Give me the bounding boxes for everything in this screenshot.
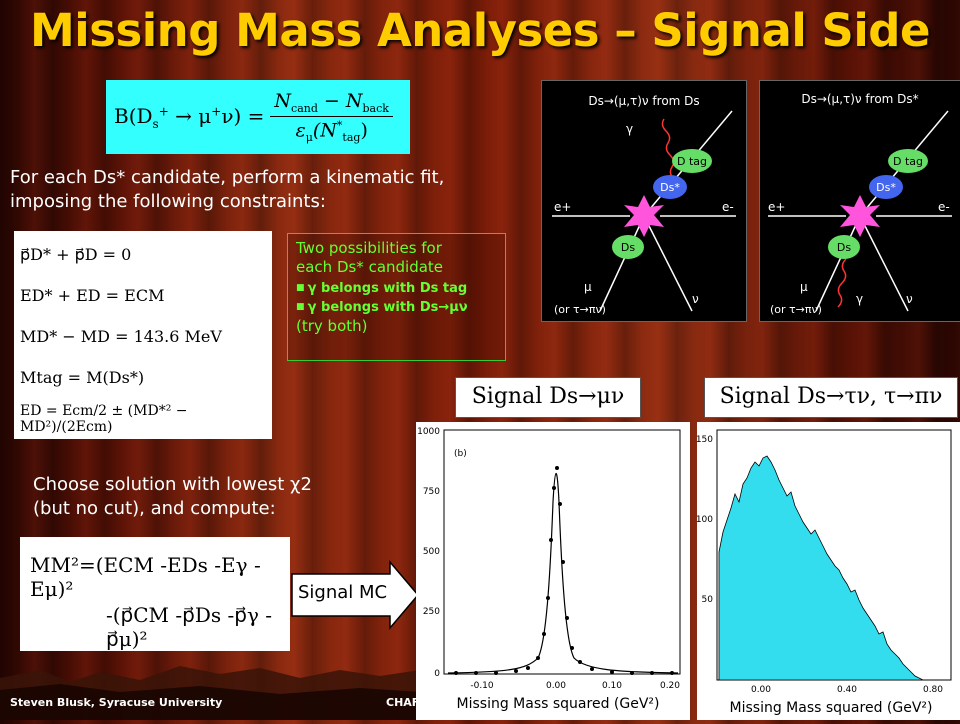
slide-title: Missing Mass Analyses – Signal Side	[29, 4, 931, 57]
branching-fraction-formula: B(Ds+ → μ+ν) = Ncand − Nback εμ(N*tag)	[106, 80, 410, 154]
histogram	[718, 455, 924, 681]
dsstar-blob	[869, 175, 903, 199]
constraint-energy: ED* + ED = ECM	[20, 286, 165, 305]
diagram-from-ds-svg: Ds→(μ,τ)ν from Ds e+ e- D tag Ds* Ds γ μ…	[552, 94, 736, 316]
diagram-from-dsstar-svg: Ds→(μ,τ)ν from Ds* e+ e- D tag Ds* Ds γ …	[768, 92, 952, 316]
diagram-title: Ds→(μ,τ)ν from Ds	[588, 94, 699, 108]
ytick-label: 50	[702, 595, 714, 605]
ytick-label: 150	[697, 435, 713, 445]
intro-line-2: imposing the following constraints:	[10, 191, 326, 212]
choose-text: Choose solution with lowest χ2 (but no c…	[33, 473, 413, 521]
constraint-momentum: p⃗D* + p⃗D = 0	[20, 245, 132, 264]
gamma-label: γ	[856, 292, 863, 306]
dtag-blob	[888, 149, 928, 173]
footer-conference: CHAF	[386, 696, 420, 709]
missing-mass-formula: MM²=(ECM -EDs -Eγ -Eμ)² -(p⃗CM -p⃗Ds -p⃗…	[20, 537, 290, 651]
diagram-from-dsstar: Ds→(μ,τ)ν from Ds* e+ e- D tag Ds* Ds γ …	[759, 80, 960, 322]
nu-label: ν	[906, 292, 913, 306]
xtick-label: 0.40	[837, 685, 857, 695]
missing-mass-line-2: -(p⃗CM -p⃗Ds -p⃗γ -p⃗μ)²	[106, 603, 273, 651]
panel-label: (b)	[454, 449, 467, 459]
ds-label: Ds	[621, 241, 635, 254]
ds-label: Ds	[837, 241, 851, 254]
mountain-silhouette	[0, 666, 420, 720]
plot-tau-nu-svg: 150 100 50 0.00 0.40 0.80 Missing Mass s…	[696, 429, 952, 716]
eminus-label: e-	[938, 200, 950, 214]
signal-mc-label: Signal MC	[298, 582, 388, 603]
ytick-label: 100	[697, 515, 713, 525]
choose-line-1: Choose solution with lowest χ2	[33, 474, 312, 495]
ytick-label: 250	[423, 607, 440, 617]
ytick-label: 1000	[417, 427, 440, 437]
constraint-mass-difference: MD* − MD = 143.6 MeV	[20, 327, 222, 346]
possibilities-box: Two possibilities for each Ds* candidate…	[287, 233, 506, 361]
constraints-box: p⃗D* + p⃗D = 0 ED* + ED = ECM MD* − MD =…	[14, 231, 272, 439]
ds-blob	[828, 235, 860, 259]
signal-tau-nu-label: Signal Ds→τν, τ→πν	[704, 377, 958, 418]
x-ticks: 0.00 0.40 0.80	[751, 685, 943, 695]
formula-lhs: B(Ds+ → μ+ν) =	[114, 103, 265, 131]
mu-label: μ	[800, 280, 808, 294]
plot-mu-nu: (b) 1000 750 500 250 0 -0.10 0.00 0.10 0…	[416, 422, 690, 720]
dtag-label: D tag	[677, 155, 707, 168]
missing-mass-line-1: MM²=(ECM -EDs -Eγ -Eμ)²	[30, 553, 261, 601]
ds-blob	[612, 235, 644, 259]
x-ticks: -0.10 0.00 0.10 0.20	[470, 681, 680, 691]
eplus-label: e+	[768, 200, 785, 214]
fit-curve	[447, 473, 679, 674]
possibilities-list: γ belongs with Ds tag γ belongs with Ds→…	[296, 279, 497, 317]
eminus-label: e-	[722, 200, 734, 214]
dsstar-label: Ds*	[876, 181, 896, 194]
data-points	[454, 466, 674, 675]
dtag-label: D tag	[893, 155, 923, 168]
or-tau-label: (or τ→πν)	[770, 303, 822, 316]
formula-fraction: Ncand − Nback εμ(N*tag)	[270, 90, 393, 144]
xtick-label: 0.00	[546, 681, 566, 691]
mu-label: μ	[584, 280, 592, 294]
ytick-label: 500	[423, 547, 440, 557]
choose-line-2: (but no cut), and compute:	[33, 498, 276, 519]
plot-mu-nu-svg: (b) 1000 750 500 250 0 -0.10 0.00 0.10 0…	[417, 427, 681, 712]
x-axis-label: Missing Mass squared (GeV²)	[457, 696, 660, 712]
x-axis-label: Missing Mass squared (GeV²)	[730, 700, 933, 716]
diagram-title: Ds→(μ,τ)ν from Ds*	[801, 92, 918, 106]
dsstar-blob	[653, 175, 687, 199]
xtick-label: 0.00	[751, 685, 771, 695]
signal-mc-arrow-icon	[291, 560, 419, 630]
possibility-item: γ belongs with Ds→μν	[296, 298, 497, 317]
ytick-label: 0	[434, 669, 440, 679]
gamma-label: γ	[626, 122, 633, 136]
xtick-label: 0.20	[660, 681, 680, 691]
dsstar-label: Ds*	[660, 181, 680, 194]
interaction-star-icon	[624, 195, 664, 237]
possibilities-line-1: Two possibilities for	[296, 239, 442, 257]
xtick-label: 0.10	[602, 681, 622, 691]
intro-text: For each Ds* candidate, perform a kinema…	[10, 166, 530, 214]
signal-mu-nu-label: Signal Ds→μν	[455, 377, 641, 418]
interaction-star-icon	[840, 195, 880, 237]
plot-tau-nu: 150 100 50 0.00 0.40 0.80 Missing Mass s…	[696, 422, 960, 720]
y-ticks: 1000 750 500 250 0	[417, 427, 440, 679]
nu-label: ν	[692, 292, 699, 306]
diagram-from-ds: Ds→(μ,τ)ν from Ds e+ e- D tag Ds* Ds γ μ…	[541, 80, 747, 322]
dtag-blob	[672, 149, 712, 173]
possibility-item: γ belongs with Ds tag	[296, 279, 497, 298]
constraint-tag-mass: Mtag = M(Ds*)	[20, 368, 145, 387]
xtick-label: -0.10	[470, 681, 494, 691]
intro-line-1: For each Ds* candidate, perform a kinema…	[10, 167, 445, 188]
ytick-label: 750	[423, 487, 440, 497]
footer-author: Steven Blusk, Syracuse University	[10, 696, 223, 709]
or-tau-label: (or τ→πν)	[554, 303, 606, 316]
xtick-label: 0.80	[923, 685, 943, 695]
possibilities-line-2: each Ds* candidate	[296, 258, 444, 276]
constraint-ds-energy: ED = Ecm/2 ± (MD*² − MD²)/(2Ecm)	[20, 402, 188, 435]
possibilities-footnote: (try both)	[296, 317, 368, 335]
eplus-label: e+	[554, 200, 571, 214]
y-ticks: 150 100 50	[696, 435, 714, 605]
